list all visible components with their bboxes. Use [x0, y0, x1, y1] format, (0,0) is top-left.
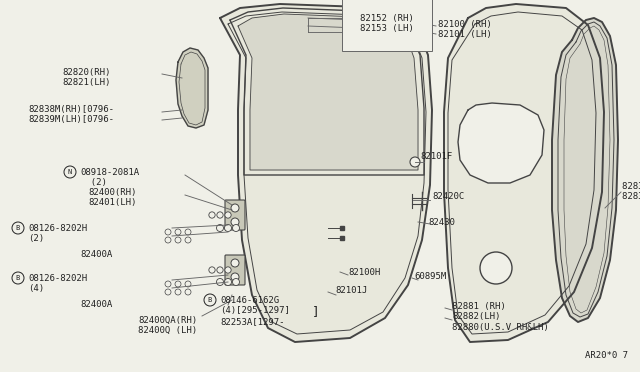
Text: B: B — [16, 275, 20, 281]
Text: 82420C: 82420C — [432, 192, 464, 201]
Text: 82838M(RH)[0796-
82839M(LH)[0796-: 82838M(RH)[0796- 82839M(LH)[0796- — [28, 105, 114, 124]
Polygon shape — [444, 4, 604, 342]
Text: 82830 (RH)
82831 (LH): 82830 (RH) 82831 (LH) — [622, 182, 640, 201]
Text: B: B — [16, 225, 20, 231]
Text: 08146-6162G
(4)[295-1297]
82253A[1297-: 08146-6162G (4)[295-1297] 82253A[1297- — [220, 296, 290, 326]
Circle shape — [175, 281, 181, 287]
Circle shape — [216, 224, 223, 231]
Circle shape — [165, 229, 171, 235]
Circle shape — [232, 224, 239, 231]
Circle shape — [165, 281, 171, 287]
Circle shape — [185, 229, 191, 235]
Circle shape — [12, 272, 24, 284]
Text: 82881 (RH)
82882(LH)
82880(U.S.V RH&LH): 82881 (RH) 82882(LH) 82880(U.S.V RH&LH) — [452, 302, 548, 332]
Circle shape — [216, 279, 223, 285]
Circle shape — [231, 273, 239, 281]
Circle shape — [175, 237, 181, 243]
Circle shape — [185, 237, 191, 243]
Circle shape — [231, 204, 239, 212]
Text: 08126-8202H
(4): 08126-8202H (4) — [28, 274, 87, 294]
Circle shape — [232, 279, 239, 285]
Circle shape — [165, 289, 171, 295]
Text: 82100 (RH)
82101 (LH): 82100 (RH) 82101 (LH) — [438, 20, 492, 39]
Circle shape — [217, 212, 223, 218]
Circle shape — [217, 267, 223, 273]
Text: 82400(RH)
82401(LH): 82400(RH) 82401(LH) — [88, 188, 136, 208]
Text: 82400QA(RH)
82400Q (LH): 82400QA(RH) 82400Q (LH) — [138, 316, 197, 336]
Text: 82101F: 82101F — [420, 152, 452, 161]
Circle shape — [410, 157, 420, 167]
Text: N: N — [68, 169, 72, 175]
Polygon shape — [176, 48, 208, 128]
Circle shape — [175, 229, 181, 235]
Circle shape — [231, 218, 239, 226]
Circle shape — [225, 279, 232, 285]
Text: B: B — [208, 297, 212, 303]
FancyBboxPatch shape — [225, 200, 245, 230]
Text: AR20*0 7: AR20*0 7 — [585, 351, 628, 360]
Text: 82101J: 82101J — [335, 286, 367, 295]
Circle shape — [185, 289, 191, 295]
Text: 82820(RH)
82821(LH): 82820(RH) 82821(LH) — [62, 68, 110, 87]
Text: 08126-8202H
(2): 08126-8202H (2) — [28, 224, 87, 243]
Polygon shape — [220, 4, 432, 342]
Circle shape — [480, 252, 512, 284]
Circle shape — [225, 224, 232, 231]
Circle shape — [175, 289, 181, 295]
Circle shape — [209, 267, 215, 273]
Polygon shape — [458, 103, 544, 183]
Circle shape — [165, 237, 171, 243]
Circle shape — [209, 212, 215, 218]
Text: ]: ] — [312, 305, 319, 318]
Text: 82400A: 82400A — [80, 300, 112, 309]
Text: 82100H: 82100H — [348, 268, 380, 277]
Polygon shape — [238, 14, 418, 170]
Text: 60895M: 60895M — [414, 272, 446, 281]
Circle shape — [225, 212, 231, 218]
Text: 82400A: 82400A — [80, 250, 112, 259]
Polygon shape — [552, 18, 618, 322]
Circle shape — [185, 281, 191, 287]
Text: 08918-2081A
  (2): 08918-2081A (2) — [80, 168, 139, 187]
Circle shape — [225, 267, 231, 273]
FancyBboxPatch shape — [225, 255, 245, 285]
Text: 82152 (RH)
82153 (LH): 82152 (RH) 82153 (LH) — [360, 14, 413, 33]
Circle shape — [12, 222, 24, 234]
Circle shape — [204, 294, 216, 306]
Circle shape — [64, 166, 76, 178]
Circle shape — [231, 259, 239, 267]
Text: 82430: 82430 — [428, 218, 455, 227]
